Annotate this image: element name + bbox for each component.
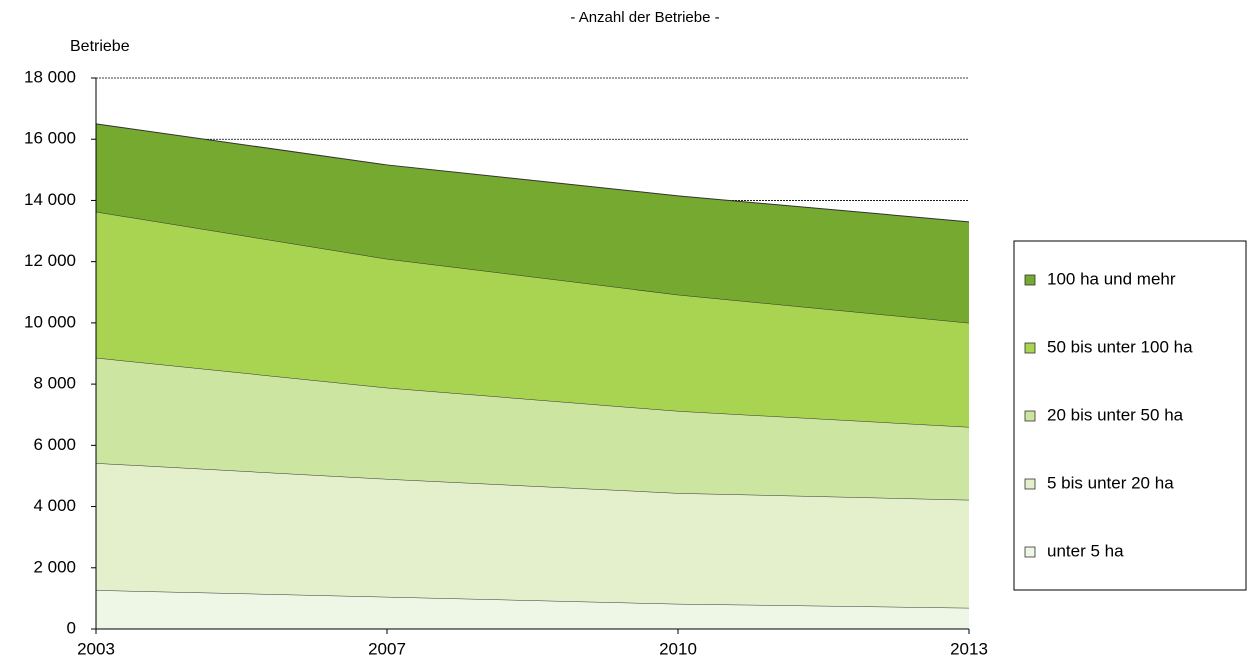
- y-tick-label: 16 000: [24, 129, 76, 148]
- y-tick-label: 12 000: [24, 251, 76, 270]
- legend-swatch: [1024, 410, 1036, 422]
- area: [96, 463, 969, 608]
- area: [96, 123, 969, 323]
- area-edge: [95, 123, 970, 223]
- area: [96, 211, 969, 427]
- area: [96, 590, 969, 629]
- legend-swatch: [1024, 274, 1036, 286]
- area-edge: [95, 211, 970, 324]
- legend-label: 5 bis unter 20 ha: [1047, 473, 1174, 492]
- x-tick-label: 2003: [77, 639, 115, 658]
- area-edge: [95, 462, 970, 501]
- y-tick-label: 18 000: [24, 67, 76, 86]
- x-tick-label: 2007: [368, 639, 406, 658]
- y-tick-label: 4 000: [33, 496, 76, 515]
- x-tick-label: 2013: [950, 639, 988, 658]
- x-tick-label: 2010: [659, 639, 697, 658]
- y-tick-label: 0: [67, 618, 76, 637]
- y-tick-label: 2 000: [33, 557, 76, 576]
- legend-label: 20 bis unter 50 ha: [1047, 405, 1184, 424]
- y-tick-label: 8 000: [33, 374, 76, 393]
- legend-swatch: [1024, 546, 1036, 558]
- y-tick-label: 14 000: [24, 190, 76, 209]
- area: [96, 357, 969, 500]
- legend-label: unter 5 ha: [1047, 541, 1124, 560]
- y-axis-label: Betriebe: [70, 38, 130, 55]
- legend-label: 100 ha und mehr: [1047, 269, 1176, 288]
- y-tick-label: 6 000: [33, 435, 76, 454]
- y-tick-label: 10 000: [24, 312, 76, 331]
- chart-title: - Anzahl der Betriebe -: [570, 9, 719, 26]
- legend-label: 50 bis unter 100 ha: [1047, 337, 1193, 356]
- legend-box: [1013, 240, 1247, 591]
- legend-swatch: [1024, 478, 1036, 490]
- legend-swatch: [1024, 342, 1036, 354]
